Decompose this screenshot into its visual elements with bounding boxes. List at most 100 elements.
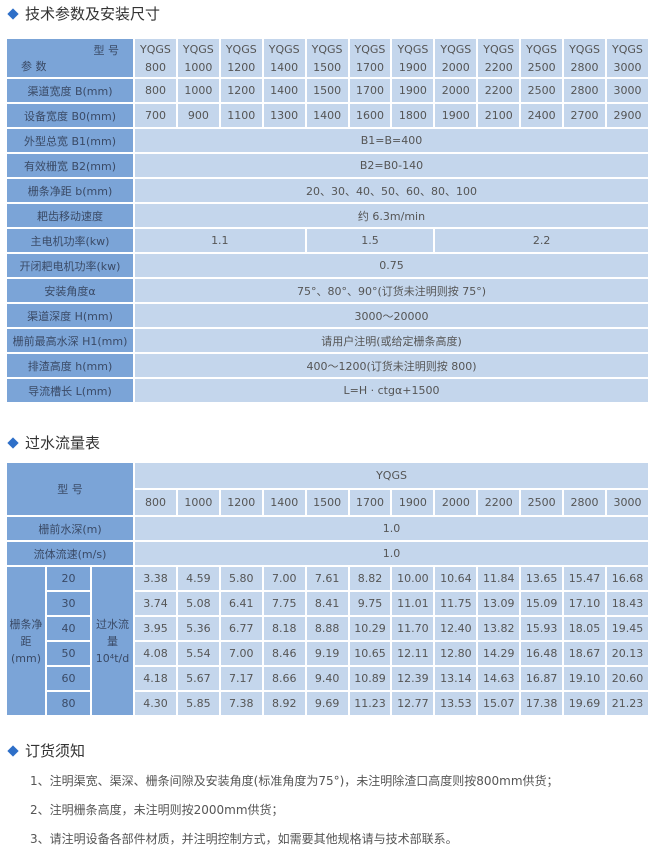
flow-value: 5.85 — [175, 690, 221, 717]
param-label: 导流槽长 L(mm) — [5, 377, 135, 404]
model-prefix: YQGS — [397, 42, 429, 56]
note-1: 1、注明渠宽、渠深、栅条间隙及安装角度(标准角度为75°)，未注明除渣口高度则按… — [30, 774, 559, 788]
table-cell: 2500 — [519, 77, 565, 104]
param-label: 设备宽度 B0(mm) — [5, 102, 135, 129]
table-row: 导流槽长 L(mm) L=H · ctgα+1500 — [5, 377, 650, 404]
model-size: 1400 — [261, 488, 307, 517]
param-label: 外型总宽 B1(mm) — [5, 127, 135, 154]
header-corner-cell: 型 号参 数 — [5, 37, 135, 79]
param-value: 1.0 — [133, 515, 650, 542]
flow-value: 10.64 — [433, 565, 479, 592]
flow-value: 4.30 — [133, 690, 178, 717]
param-label: 渠道深度 H(mm) — [5, 302, 135, 329]
table-cell: 900 — [175, 102, 221, 129]
flow-value: 18.67 — [562, 640, 607, 667]
flow-value: 11.75 — [433, 590, 479, 617]
flow-value: 8.82 — [347, 565, 393, 592]
model-size: 1000 — [184, 60, 213, 74]
flow-value: 7.75 — [261, 590, 307, 617]
corner-model-label: 型 号 — [93, 44, 120, 57]
model-size: 3000 — [605, 488, 650, 517]
model-size: 800 — [133, 488, 178, 517]
model-size: 2500 — [519, 488, 565, 517]
flow-value: 5.67 — [175, 665, 221, 692]
motor-power-value: 1.1 — [133, 227, 307, 254]
flow-value: 10.65 — [347, 640, 393, 667]
model-size: 2800 — [562, 488, 607, 517]
table-row: 80 4.30 5.85 7.38 8.92 9.69 11.23 12.77 13.53 15.… — [6, 690, 650, 717]
flow-value: 19.45 — [605, 615, 650, 642]
flow-value: 17.10 — [562, 590, 607, 617]
model-header-cell: YQGS 2000 — [433, 37, 479, 79]
table-row: 型 号参 数 YQGS 800 YQGS 1000 YQGS 1200 YQGS 1400 YQG… — [5, 37, 651, 79]
model-prefix: YQGS — [182, 42, 214, 56]
flow-value: 15.93 — [519, 615, 565, 642]
flow-value: 4.08 — [133, 640, 178, 667]
table-row: 60 4.18 5.67 7.17 8.66 9.40 10.89 12.39 13.14 14.… — [6, 665, 650, 692]
flow-value: 11.84 — [476, 565, 522, 592]
table-row: 型 号 YQGS — [4, 461, 650, 517]
flow-value: 10.89 — [347, 665, 393, 692]
flow-value: 9.19 — [304, 640, 350, 667]
flow-value: 16.87 — [519, 665, 565, 692]
flow-value: 16.48 — [519, 640, 565, 667]
flow-value: 3.74 — [133, 590, 178, 617]
flow-value: 21.23 — [605, 690, 650, 717]
param-value: 75°、80°、90°(订货未注明则按 75°) — [133, 277, 650, 304]
flow-value: 19.10 — [562, 665, 607, 692]
table-cell: 1300 — [261, 102, 307, 129]
model-prefix: YQGS — [569, 42, 600, 56]
model-size: 3000 — [613, 60, 642, 74]
param-label: 有效栅宽 B2(mm) — [5, 152, 135, 179]
model-size: 2200 — [484, 60, 513, 74]
flow-value: 7.17 — [218, 665, 264, 692]
flow-value: 18.43 — [605, 590, 650, 617]
gap-value: 30 — [45, 590, 92, 617]
note-3: 3、请注明设备各部件材质，并注明控制方式，如需要其他规格请与技术部联系。 — [30, 832, 458, 846]
flow-value: 9.75 — [347, 590, 393, 617]
flow-value: 4.18 — [133, 665, 178, 692]
model-size: 1900 — [398, 60, 427, 74]
flow-value: 15.07 — [476, 690, 522, 717]
flow-value: 11.70 — [390, 615, 436, 642]
gap-value: 20 — [45, 565, 92, 592]
flow-value: 12.77 — [390, 690, 436, 717]
diamond-icon — [7, 436, 19, 449]
flow-value: 17.38 — [519, 690, 565, 717]
corner-param-label: 参 数 — [21, 60, 47, 73]
flow-value: 14.63 — [476, 665, 522, 692]
table-row: 安装角度α 75°、80°、90°(订货未注明则按 75°) — [5, 277, 650, 304]
flow-value: 19.69 — [562, 690, 607, 717]
model-prefix: YQGS — [354, 42, 386, 56]
model-size: 1700 — [355, 60, 384, 74]
param-label: 栅前最高水深 H1(mm) — [5, 327, 135, 354]
flow-value: 8.41 — [304, 590, 350, 617]
param-label: 安装角度α — [5, 277, 135, 304]
model-header-cell: YQGS 1200 — [218, 37, 264, 79]
flow-value: 9.40 — [304, 665, 350, 692]
diamond-icon — [7, 7, 19, 20]
flow-value: 6.41 — [218, 590, 264, 617]
param-label: 流体流速(m/s) — [4, 540, 136, 567]
flow-value: 5.80 — [218, 565, 264, 592]
table-row: 流体流速(m/s) 1.0 — [4, 540, 650, 567]
model-header-cell: YQGS 800 — [133, 37, 178, 79]
model-prefix: YQGS — [225, 42, 257, 56]
model-prefix: YQGS — [526, 42, 558, 56]
flow-value: 7.00 — [261, 565, 307, 592]
flow-value: 14.29 — [476, 640, 522, 667]
param-value: L=H · ctgα+1500 — [133, 377, 650, 404]
flow-value: 8.66 — [261, 665, 307, 692]
flow-label: 过水流量10⁴t/d — [89, 565, 136, 717]
model-prefix: YQGS — [140, 42, 171, 56]
table-cell: 2800 — [562, 77, 607, 104]
flow-value: 13.65 — [519, 565, 565, 592]
model-size: 1400 — [270, 60, 299, 74]
model-header-cell: YQGS 1700 — [347, 37, 393, 79]
table-cell: 1000 — [175, 77, 221, 104]
table-row: 渠道深度 H(mm) 3000～20000 — [5, 302, 650, 329]
model-size: 2500 — [527, 60, 556, 74]
flow-value: 13.09 — [476, 590, 522, 617]
flow-value: 16.68 — [605, 565, 650, 592]
table-cell: 2700 — [562, 102, 607, 129]
